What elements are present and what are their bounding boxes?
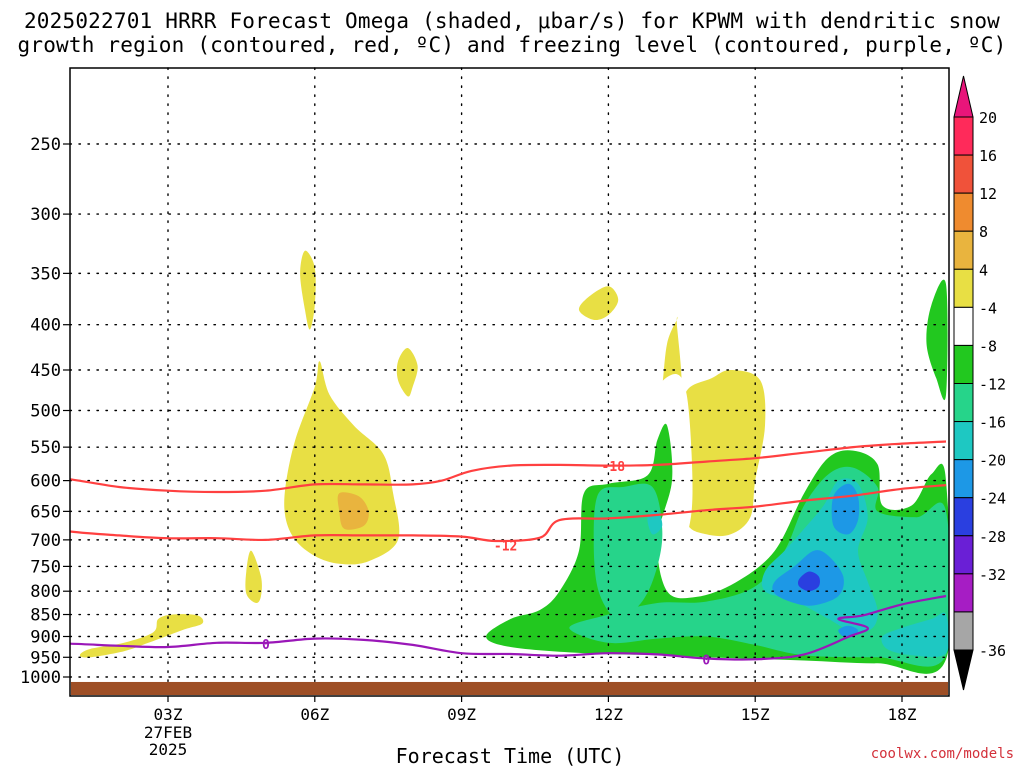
x-tick-label-18Z: 18Z [888,705,917,724]
omega-region-pos4 [284,361,400,565]
contour-label: 0 [262,638,270,653]
colorbar-label: -24 [979,490,1006,508]
colorbar-bin [953,154,974,194]
y-tick-label-550: 550 [30,438,61,458]
colorbar-under-arrow [953,649,974,691]
colorbar-label: -8 [979,337,997,355]
omega-region-neg8 [926,279,948,401]
y-tick-label-750: 750 [30,557,61,577]
colorbar-over-arrow [953,75,974,118]
colorbar-bin [953,421,974,461]
x-axis-title-text: Forecast Time (UTC) [395,744,625,768]
colorbar-bin [953,344,974,384]
colorbar-label: -36 [979,642,1006,660]
colorbar-label: -4 [979,299,997,317]
colorbar-label: 4 [979,261,988,279]
omega-region-neg4 [525,198,572,345]
omega-region-neg16 [647,511,663,535]
x-tick-label-06Z: 06Z [300,705,329,724]
y-tick-label-400: 400 [30,316,61,336]
colorbar-label: -32 [979,566,1006,584]
omega-region-neg24 [798,571,820,592]
y-tick-label-350: 350 [30,264,61,284]
plot-frame [69,67,950,697]
y-axis-ticks: 2503003504004505005506006507007508008509… [20,135,70,688]
omega-region-pos4 [578,286,619,321]
colorbar: 20 16 12 8 4 -4 -8 -12 -16 -20 -24 -28 -32 -36 [953,75,1006,691]
y-tick-label-600: 600 [30,472,61,492]
colorbar-bin [953,383,974,423]
contour-label: -12 [494,539,517,554]
colorbar-bin [953,306,974,346]
colorbar-label: 20 [979,109,997,127]
dgz-contour-18 [70,440,947,494]
y-tick-label-450: 450 [30,361,61,381]
y-tick-label-950: 950 [30,648,61,668]
colorbar-bin [953,459,974,499]
omega-region-pos4 [681,369,766,537]
colorbar-label: 8 [979,223,988,241]
x-tick-sublabel: 27FEB [144,723,192,742]
colorbar-label: 12 [979,185,997,203]
y-tick-label-300: 300 [30,205,61,225]
y-tick-label-250: 250 [30,135,61,155]
colorbar-label: -20 [979,452,1006,470]
y-tick-label-500: 500 [30,402,61,422]
omega-shaded-regions [70,165,949,691]
contour-label: 0 [702,653,710,668]
colorbar-bin [953,535,974,575]
x-tick-sublabel: 2025 [149,740,188,759]
credit-link[interactable]: coolwx.com/models [870,746,1014,762]
omega-region-pos4 [245,550,262,604]
x-tick-label-12Z: 12Z [594,705,623,724]
colorbar-bin [953,611,974,651]
chart-title-line-1: 2025022701 HRRR Forecast Omega (shaded, … [23,9,1001,33]
chart-title-line-2: growth region (contoured, red, ºC) and f… [17,33,1007,57]
y-tick-label-700: 700 [30,531,61,551]
colorbar-bin [953,497,974,537]
colorbar-bin [953,573,974,613]
colorbar-bin [953,230,974,270]
x-axis-title: Forecast Time (UTC) [0,744,1024,768]
omega-region-neg16 [881,612,949,658]
contour-label: -18 [602,460,626,475]
x-tick-label-09Z: 09Z [447,705,476,724]
y-tick-label-800: 800 [30,582,61,602]
colorbar-bin [953,268,974,308]
temperature-contours: -18 -12 0 0 [70,440,947,668]
omega-region-neg4 [206,618,227,640]
y-tick-label-850: 850 [30,606,61,626]
x-tick-label-03Z: 03Z [154,705,183,724]
freezing-level-contour [70,594,947,661]
omega-region-pos4 [300,250,316,330]
colorbar-label: -28 [979,528,1006,546]
omega-region-pos4 [79,614,204,658]
colorbar-bin [953,192,974,232]
omega-region-pos4 [396,347,418,397]
dgz-contour-12 [70,484,947,543]
x-tick-label-15Z: 15Z [741,705,770,724]
omega-region-pos8 [337,492,369,530]
y-tick-label-900: 900 [30,627,61,647]
y-tick-label-650: 650 [30,502,61,522]
ground-surface [71,681,948,695]
colorbar-label: 16 [979,147,997,165]
pressure-gridlines [69,67,950,697]
y-tick-label-1000: 1000 [20,668,61,688]
colorbar-label: -16 [979,414,1006,432]
colorbar-bin [953,116,974,156]
colorbar-label: -12 [979,376,1006,394]
